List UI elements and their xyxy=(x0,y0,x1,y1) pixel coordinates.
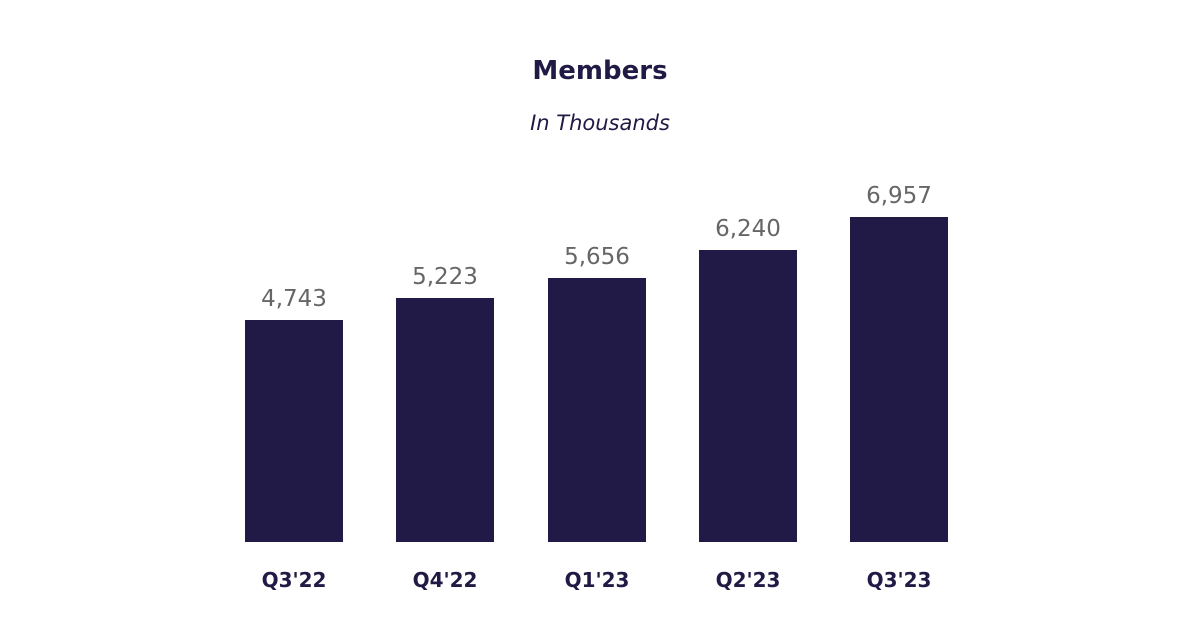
category-label: Q4'22 xyxy=(412,568,478,592)
category-label: Q1'23 xyxy=(564,568,630,592)
bar xyxy=(850,217,948,542)
value-label: 6,240 xyxy=(715,216,781,242)
category-label: Q3'22 xyxy=(261,568,327,592)
category-label: Q2'23 xyxy=(715,568,781,592)
chart-subtitle: In Thousands xyxy=(530,111,670,135)
category-label: Q3'23 xyxy=(866,568,932,592)
bar xyxy=(396,298,494,542)
bar xyxy=(699,250,797,542)
value-label: 6,957 xyxy=(866,183,932,209)
bar xyxy=(548,278,646,542)
value-label: 5,656 xyxy=(564,244,630,270)
value-label: 4,743 xyxy=(261,286,327,312)
chart-title: Members xyxy=(532,56,668,86)
bar xyxy=(245,320,343,542)
value-label: 5,223 xyxy=(412,264,478,290)
